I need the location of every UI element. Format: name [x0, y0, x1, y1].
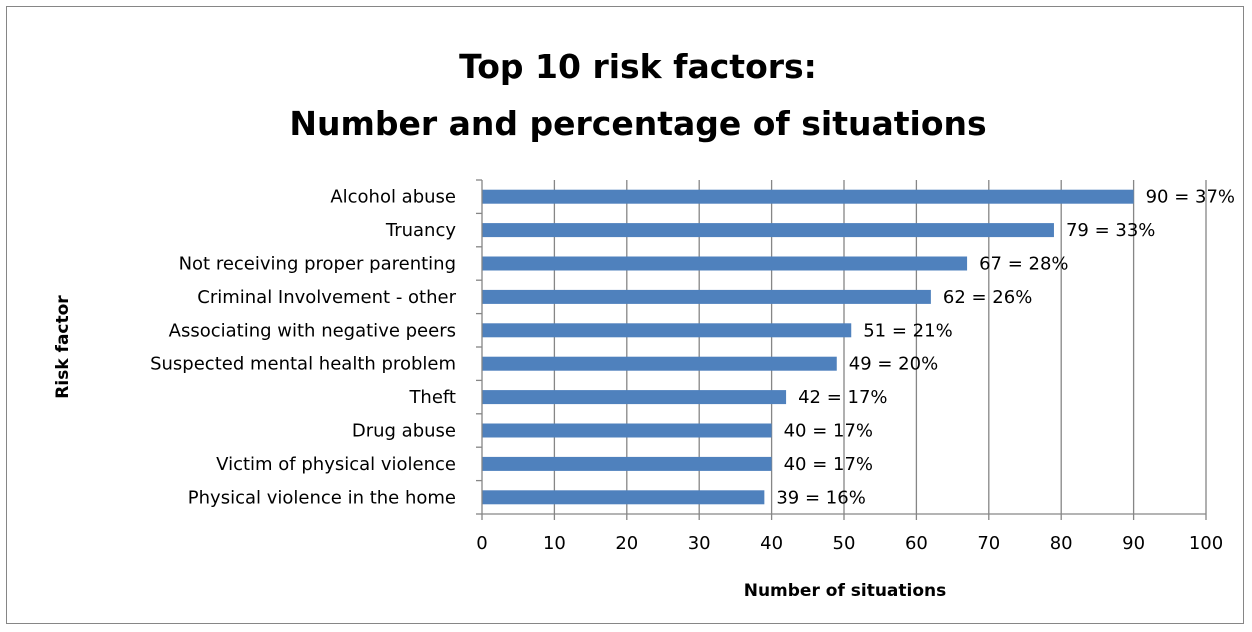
bar: [482, 456, 772, 471]
category-label: Drug abuse: [352, 421, 456, 442]
x-tick-label: 100: [1189, 533, 1223, 554]
category-label: Not receiving proper parenting: [179, 254, 456, 275]
chart-title-line-1: Top 10 risk factors:: [459, 47, 817, 86]
category-label: Victim of physical violence: [216, 454, 456, 475]
bars: [482, 189, 1134, 505]
x-tick-label: 70: [977, 533, 1000, 554]
x-tick-label: 20: [615, 533, 638, 554]
x-tick-label: 30: [688, 533, 711, 554]
data-label: 49 = 20%: [849, 354, 938, 375]
chart-title-line-2: Number and percentage of situations: [289, 104, 987, 143]
chart-title: Top 10 risk factors: Number and percenta…: [0, 38, 1252, 152]
x-tick-label: 50: [833, 533, 856, 554]
data-label: 51 = 21%: [863, 320, 952, 341]
x-tick-label: 40: [760, 533, 783, 554]
x-tick-label: 0: [476, 533, 487, 554]
data-label: 67 = 28%: [979, 254, 1068, 275]
bar: [482, 356, 837, 371]
data-label: 40 = 17%: [784, 421, 873, 442]
tick-labels: 0 10 20 30 40 50 60 70 80 90 100: [476, 533, 1223, 554]
x-tick-label: 90: [1122, 533, 1145, 554]
bar: [482, 323, 852, 338]
data-label: 62 = 26%: [943, 287, 1032, 308]
x-tick-label: 80: [1050, 533, 1073, 554]
category-label: Associating with negative peers: [169, 320, 456, 341]
category-label: Alcohol abuse: [330, 187, 456, 208]
bar: [482, 390, 787, 405]
x-tick-label: 60: [905, 533, 928, 554]
bar: [482, 256, 968, 271]
bar: [482, 490, 765, 505]
chart-area: [6, 6, 1244, 624]
bar: [482, 423, 772, 438]
data-label: 39 = 16%: [776, 487, 865, 508]
bar: [482, 189, 1134, 204]
x-tick-label: 10: [543, 533, 566, 554]
data-label: 79 = 33%: [1066, 220, 1155, 241]
data-label: 90 = 37%: [1146, 187, 1235, 208]
category-label: Suspected mental health problem: [150, 354, 456, 375]
bar: [482, 223, 1054, 238]
category-label: Theft: [408, 387, 456, 408]
category-label: Physical violence in the home: [188, 487, 456, 508]
data-label: 42 = 17%: [798, 387, 887, 408]
data-label: 40 = 17%: [784, 454, 873, 475]
bar: [482, 289, 931, 304]
data-labels: 90 = 37% 79 = 33% 67 = 28% 62 = 26% 51 = 21%…: [776, 187, 1235, 509]
category-label: Truancy: [385, 220, 456, 241]
x-axis-title: Number of situations: [744, 581, 947, 601]
axes: [476, 179, 1207, 520]
y-axis-title: Risk factor: [53, 295, 73, 399]
category-labels: Alcohol abuse Truancy Not receiving proper…: [150, 187, 456, 509]
category-label: Criminal Involvement - other: [197, 287, 456, 308]
